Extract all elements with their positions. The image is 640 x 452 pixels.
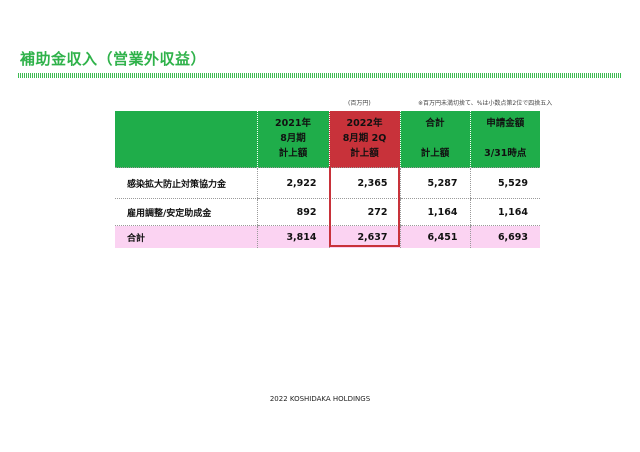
header-cell-fy2022-2q: 2022年 8月期 2Q 計上額 [328,111,400,168]
row-label: 感染拡大防止対策協力金 [115,167,257,199]
header-text [401,131,470,146]
header-text: 申請金額 [486,118,525,129]
header-text: 3/31時点 [484,148,527,159]
header-text [471,131,541,146]
header-text: 8月期 2Q [342,133,387,144]
header-text: 合計 [425,118,445,129]
table-header-row: 2021年 8月期 計上額 2022年 8月期 2Q 計上額 合計 計上額 [115,111,540,168]
footer-copyright: 2022 KOSHIDAKA HOLDINGS [269,395,371,403]
row-label: 合計 [115,225,257,248]
cell-value: 1,164 [399,198,470,226]
header-text: 計上額 [350,148,379,159]
header-text: 計上額 [420,148,450,159]
table-row: 感染拡大防止対策協力金 2,922 2,365 5,287 5,529 [115,167,540,199]
cell-value: 5,287 [399,167,470,199]
cell-value: 6,451 [399,225,470,248]
cell-value: 5,529 [469,167,540,199]
cell-value: 2,365 [328,167,400,199]
header-cell-applied: 申請金額 3/31時点 [469,111,541,168]
table-row: 雇用調整/安定助成金 892 272 1,164 1,164 [115,198,540,226]
cell-value: 3,814 [256,225,329,248]
header-text: 計上額 [278,148,308,159]
header-cell-label [115,111,257,168]
cell-value: 272 [328,198,400,226]
cell-value: 6,693 [469,225,540,248]
header-text: 8月期 [280,133,306,144]
cell-value: 892 [256,198,329,226]
row-label: 雇用調整/安定助成金 [115,198,257,226]
header-cell-fy2021: 2021年 8月期 計上額 [256,111,329,168]
header-cell-total: 合計 計上額 [399,111,470,168]
cell-value: 2,922 [256,167,329,199]
unit-note: (百万円) [348,100,371,107]
title-divider [18,73,622,78]
header-text: 2022年 [346,118,383,129]
total-row: 合計 3,814 2,637 6,451 6,693 [115,225,540,248]
page-title: 補助金収入（営業外収益） [20,50,207,68]
rounding-note: ※百万円未満切捨て、%は小数点第2位で四捨五入 [418,100,553,107]
cell-value: 2,637 [328,225,400,248]
subsidy-income-table: 2021年 8月期 計上額 2022年 8月期 2Q 計上額 合計 計上額 [115,111,540,248]
cell-value: 1,164 [469,198,540,226]
header-text: 2021年 [275,118,311,129]
